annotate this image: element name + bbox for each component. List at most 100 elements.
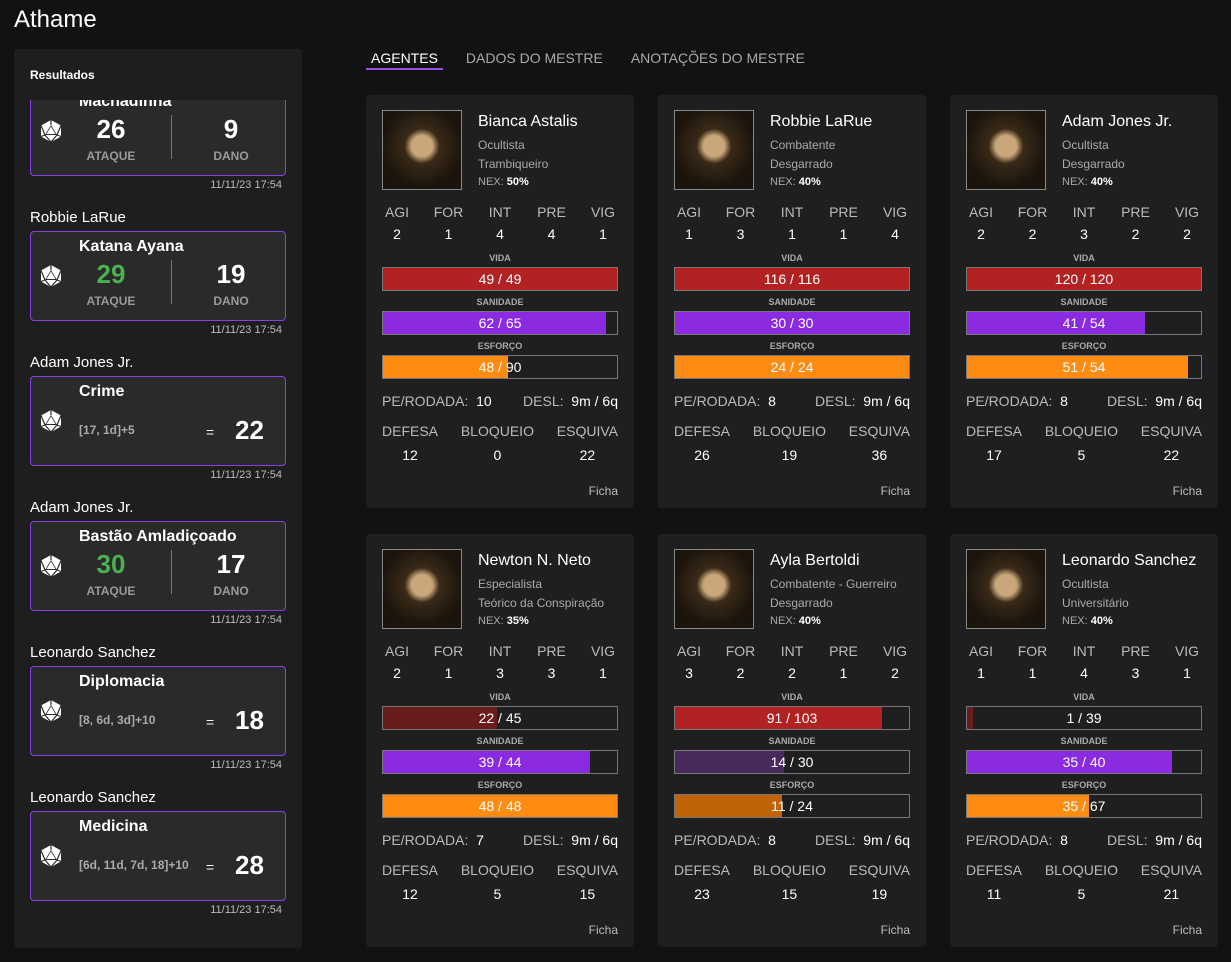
- result-timestamp: 11/11/23 17:54: [210, 759, 282, 771]
- esforco-bar[interactable]: 35 / 67: [966, 794, 1202, 818]
- tab-anotacoes-do-mestre[interactable]: ANOTAÇÕES DO MESTRE: [630, 50, 805, 66]
- sanidade-bar[interactable]: 41 / 54: [966, 311, 1202, 335]
- d20-dice-icon: [39, 699, 63, 723]
- agent-name: Ayla Bertoldi: [770, 552, 860, 569]
- vida-bar[interactable]: 1 / 39: [966, 706, 1202, 730]
- ficha-link[interactable]: Ficha: [880, 484, 910, 498]
- nex-value: 50%: [506, 176, 529, 188]
- result-item: Adam Jones Jr. Crime [17, 1d]+5 = 22 11/11/23…: [14, 352, 302, 497]
- divider: [171, 260, 172, 304]
- nex-value: 40%: [1090, 176, 1113, 188]
- vida-bar[interactable]: 116 / 116: [674, 267, 910, 291]
- pe-value: 7: [476, 832, 484, 848]
- roll-formula: [6d, 11d, 7d, 18]+10: [79, 858, 189, 872]
- vida-fill: [675, 707, 882, 729]
- esquiva-value: 15: [579, 886, 596, 902]
- damage-column: 9 DANO: [181, 113, 281, 163]
- nex-label: NEX:: [478, 176, 504, 188]
- result-box: Bastão Amladiçoado 30 ATAQUE 17 DANO: [30, 521, 286, 611]
- defesa-label: DEFESA: [966, 423, 1023, 439]
- esforco-fill: [967, 795, 1090, 817]
- result-timestamp: 11/11/23 17:54: [210, 179, 282, 191]
- attr-for: FOR 1: [434, 204, 464, 242]
- esforco-bar[interactable]: 51 / 54: [966, 355, 1202, 379]
- esforco-bar[interactable]: 48 / 90: [382, 355, 618, 379]
- roll-name: Katana Ayana: [79, 238, 184, 255]
- attr-label: AGI: [968, 643, 994, 659]
- defense-row: DEFESA 12 BLOQUEIO 0 ESQUIVA 22: [382, 423, 618, 463]
- tab-bar: AGENTES DADOS DO MESTRE ANOTAÇÕES DO MES…: [366, 48, 828, 70]
- equals-sign: =: [206, 714, 215, 730]
- vida-bar[interactable]: 91 / 103: [674, 706, 910, 730]
- defesa-stat: DEFESA 23: [674, 862, 730, 902]
- attr-label: FOR: [433, 204, 464, 220]
- defesa-value: 12: [402, 886, 418, 902]
- pe-value: 10: [476, 393, 492, 409]
- sanidade-bar[interactable]: 62 / 65: [382, 311, 618, 335]
- vida-bar[interactable]: 120 / 120: [966, 267, 1202, 291]
- divider: [171, 550, 172, 594]
- attr-label: PRE: [1121, 643, 1150, 659]
- pe-desl-row: PE/RODADA: 8 DESL: 9m / 6q: [674, 832, 910, 848]
- sanidade-bar[interactable]: 39 / 44: [382, 750, 618, 774]
- sanidade-label: SANIDADE: [768, 297, 816, 307]
- tab-dados-do-mestre[interactable]: DADOS DO MESTRE: [465, 50, 603, 66]
- roll-result: 18: [235, 705, 264, 735]
- vida-bar[interactable]: 49 / 49: [382, 267, 618, 291]
- roll-formula: [17, 1d]+5: [79, 423, 135, 437]
- sanidade-fill: [967, 312, 1145, 334]
- ficha-link[interactable]: Ficha: [1172, 484, 1202, 498]
- attr-value: 3: [496, 665, 504, 681]
- pe-label: PE/RODADA:: [382, 393, 469, 409]
- sanidade-bar[interactable]: 30 / 30: [674, 311, 910, 335]
- pe-label: PE/RODADA:: [382, 832, 469, 848]
- ficha-link[interactable]: Ficha: [1172, 923, 1202, 937]
- vida-label: VIDA: [1073, 253, 1095, 263]
- result-item: Leonardo Sanchez Diplomacia [8, 6d, 3d]+10…: [14, 642, 302, 787]
- esforco-value: 48 / 48: [478, 798, 522, 814]
- attack-label: ATAQUE: [86, 584, 136, 598]
- roller-name: Adam Jones Jr.: [30, 499, 134, 516]
- ficha-link[interactable]: Ficha: [588, 484, 618, 498]
- sanidade-bar[interactable]: 35 / 40: [966, 750, 1202, 774]
- bloqueio-label: BLOQUEIO: [460, 862, 534, 878]
- attr-value: 1: [1028, 665, 1037, 681]
- defesa-label: DEFESA: [674, 423, 731, 439]
- pe-value: 8: [1060, 393, 1068, 409]
- attr-label: VIG: [1174, 204, 1200, 220]
- ficha-link[interactable]: Ficha: [880, 923, 910, 937]
- attr-label: INT: [488, 204, 512, 220]
- tab-agentes[interactable]: AGENTES: [366, 48, 443, 70]
- esforco-bar[interactable]: 48 / 48: [382, 794, 618, 818]
- defesa-value: 26: [694, 447, 710, 463]
- attr-label: PRE: [537, 204, 566, 220]
- agent-name: Newton N. Neto: [478, 552, 591, 569]
- attr-agi: AGI 3: [674, 643, 704, 681]
- nex-value: 35%: [506, 615, 529, 627]
- ficha-link[interactable]: Ficha: [588, 923, 618, 937]
- results-scroll[interactable]: Machadinha 26 ATAQUE 9 DANO 11/11/23 17:54 Rob…: [14, 100, 302, 940]
- attr-label: AGI: [676, 204, 702, 220]
- agent-nex: NEX: 40%: [1062, 176, 1113, 188]
- pe-label: PE/RODADA:: [966, 393, 1053, 409]
- esquiva-label: ESQUIVA: [1140, 423, 1202, 439]
- agent-origin: Desgarrado: [770, 596, 833, 610]
- sanidade-bar[interactable]: 14 / 30: [674, 750, 910, 774]
- attr-label: PRE: [537, 643, 566, 659]
- agent-class: Combatente: [770, 138, 836, 152]
- desl-label: DESL:: [523, 832, 564, 848]
- sanidade-fill: [967, 751, 1172, 773]
- vida-bar[interactable]: 22 / 45: [382, 706, 618, 730]
- esforco-bar[interactable]: 11 / 24: [674, 794, 910, 818]
- sanidade-fill: [383, 751, 591, 773]
- roller-name: Leonardo Sanchez: [30, 789, 156, 806]
- esforco-bar[interactable]: 24 / 24: [674, 355, 910, 379]
- esquiva-stat: ESQUIVA 19: [849, 862, 910, 902]
- roller-name: Robbie LaRue: [30, 209, 126, 226]
- agent-class: Ocultista: [478, 138, 525, 152]
- attr-for: FOR 2: [726, 643, 756, 681]
- attr-value: 2: [788, 665, 796, 681]
- sanidade-label: SANIDADE: [1060, 736, 1108, 746]
- attr-label: FOR: [725, 204, 756, 220]
- vida-fill: [967, 268, 1201, 290]
